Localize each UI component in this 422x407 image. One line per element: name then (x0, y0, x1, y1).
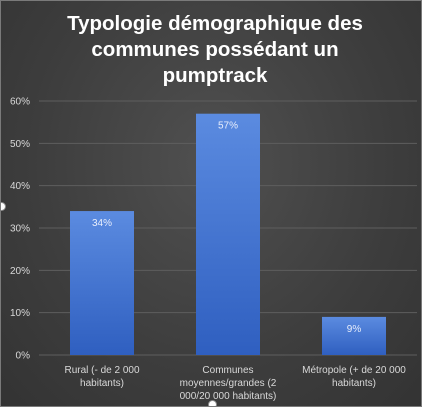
chart-title-line-2: communes possédant un (91, 38, 338, 61)
y-axis-ticks: 0% 10% 20% 30% 40% 50% 60% (10, 97, 30, 362)
x-axis-categories: Rural (- de 2 000 habitants) Communes moyen… (64, 365, 406, 402)
chart-title-line-1: Typologie démographique des (67, 12, 363, 35)
data-label: 57% (218, 121, 238, 132)
chart-title-line-3: pumptrack (163, 64, 268, 87)
bar (322, 316, 386, 355)
y-tick-label: 10% (10, 308, 30, 319)
data-label: 9% (347, 324, 362, 335)
x-category-label: Communes (202, 365, 253, 376)
x-category-label: Métropole (+ de 20 000 (302, 365, 406, 376)
data-labels: 34% 57% 9% (92, 121, 361, 335)
x-category-label: moyennes/grandes (2 (180, 378, 277, 389)
resize-handle-left[interactable] (1, 202, 6, 211)
resize-handle-bottom[interactable] (208, 400, 217, 406)
data-label: 34% (92, 218, 112, 229)
y-tick-label: 60% (10, 97, 30, 108)
x-category-label: 000/20 000 habitants) (180, 391, 277, 402)
bar (70, 211, 134, 355)
y-tick-label: 30% (10, 224, 30, 235)
x-category-label: Rural (- de 2 000 (64, 365, 139, 376)
x-category-label: habitants) (332, 378, 376, 389)
y-tick-label: 40% (10, 181, 30, 192)
y-tick-label: 20% (10, 266, 30, 277)
bars (70, 113, 386, 355)
y-tick-label: 50% (10, 139, 30, 150)
y-tick-label: 0% (16, 351, 31, 362)
bar (196, 113, 260, 355)
x-category-label: habitants) (80, 378, 124, 389)
